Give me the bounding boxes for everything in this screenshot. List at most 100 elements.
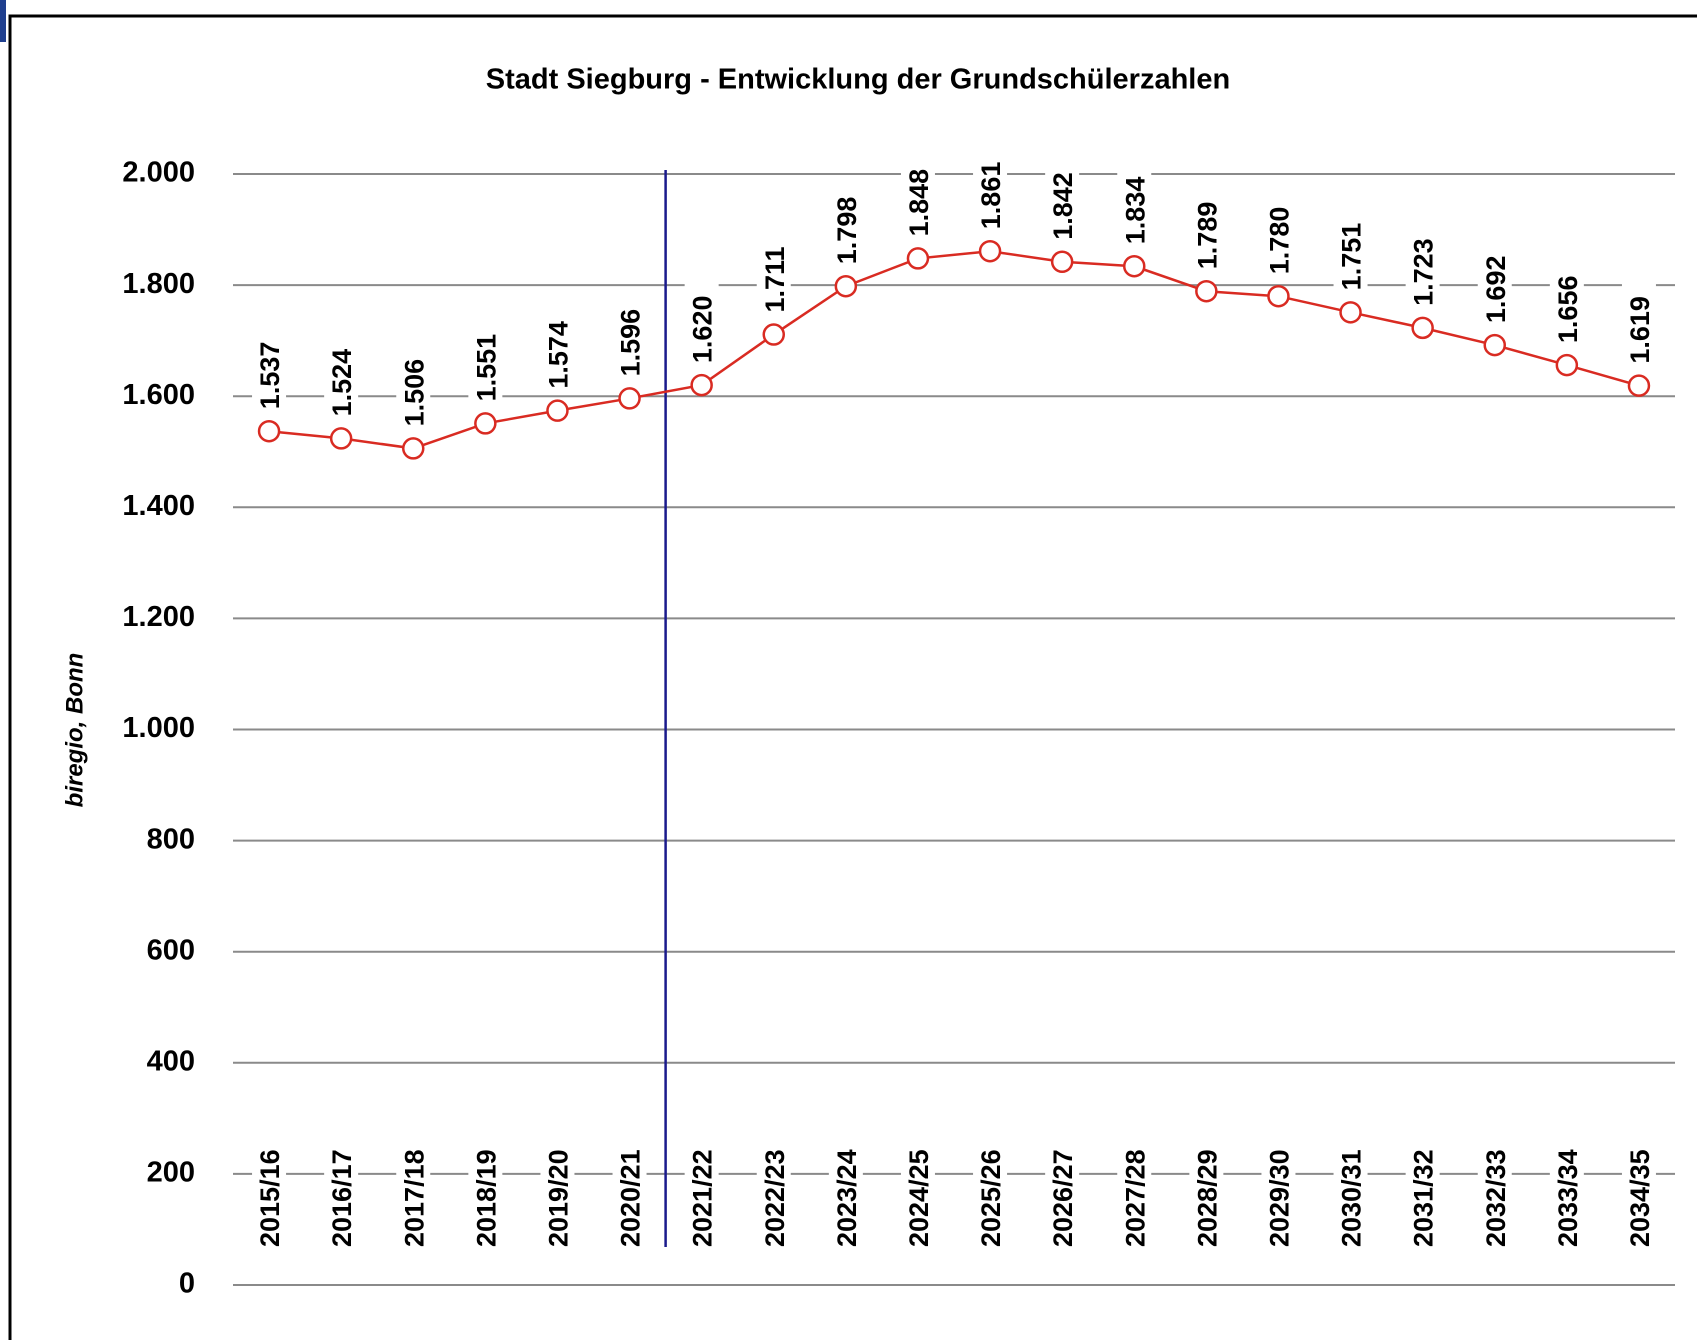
data-label: 1.620 [688, 296, 718, 364]
x-tick-label-bg [1477, 1125, 1512, 1247]
x-tick-label: 2019/20 [543, 1149, 573, 1247]
y-tick-label: 1.200 [122, 601, 195, 633]
data-label: 1.723 [1409, 238, 1439, 306]
chart-title: Stadt Siegburg - Entwicklung der Grundsc… [486, 64, 1230, 96]
y-tick-label: 200 [147, 1157, 195, 1189]
x-tick-label-bg [396, 1125, 431, 1247]
data-label-bg [828, 178, 863, 265]
x-tick-label-bg [1261, 1125, 1296, 1247]
data-label-bg [252, 323, 287, 410]
data-point [257, 419, 281, 443]
x-tick-label-bg [900, 1125, 935, 1247]
data-label-bg [1117, 158, 1152, 245]
x-tick-label: 2015/16 [255, 1149, 285, 1247]
data-label-bg [468, 315, 503, 402]
x-tick-label: 2026/27 [1048, 1149, 1078, 1247]
data-label-bg [1549, 257, 1584, 344]
x-tick-label-bg [756, 1125, 791, 1247]
x-tick-label-bg [324, 1125, 359, 1247]
data-label-bg [1333, 204, 1368, 291]
data-label: 1.596 [616, 309, 646, 377]
edge-marker [0, 0, 6, 42]
data-point [1339, 301, 1362, 324]
data-label: 1.711 [760, 246, 790, 312]
data-label-bg [540, 302, 575, 389]
x-tick-label: 2028/29 [1192, 1149, 1222, 1247]
data-label: 1.789 [1192, 202, 1222, 270]
x-tick-label-bg [1549, 1125, 1584, 1247]
y-tick-label: 0 [179, 1268, 195, 1300]
y-tick-label: 800 [147, 823, 195, 855]
data-label-bg [1405, 219, 1440, 306]
data-point [1627, 374, 1651, 397]
x-tick-label: 2022/23 [760, 1149, 790, 1247]
data-label-bg [1621, 277, 1656, 364]
x-tick-label: 2030/31 [1337, 1149, 1367, 1247]
x-tick-label: 2024/25 [904, 1149, 934, 1247]
data-point [474, 412, 497, 435]
series-line [268, 249, 1640, 450]
x-tick-label-bg [1189, 1125, 1224, 1247]
data-label-bg [1189, 183, 1224, 270]
y-tick-label: 400 [147, 1045, 195, 1077]
data-label: 1.842 [1048, 172, 1078, 240]
data-point [1411, 316, 1434, 340]
x-tick-label: 2021/22 [688, 1149, 718, 1247]
x-tick-label: 2027/28 [1120, 1149, 1150, 1247]
data-label: 1.798 [832, 197, 862, 265]
data-point [1483, 333, 1506, 357]
data-label: 1.656 [1553, 276, 1583, 344]
x-tick-label-bg [468, 1125, 503, 1247]
data-label: 1.861 [976, 162, 1006, 230]
data-point [1050, 250, 1074, 274]
data-point [978, 239, 1002, 263]
y-axis-label: biregio, Bonn [61, 653, 88, 808]
x-tick-label: 2023/24 [832, 1149, 862, 1247]
y-tick-label: 600 [147, 934, 195, 966]
x-tick-label: 2034/35 [1625, 1149, 1655, 1247]
x-tick-label: 2017/18 [399, 1149, 429, 1247]
x-tick-label-bg [1117, 1125, 1152, 1247]
data-label: 1.692 [1481, 256, 1511, 324]
data-label: 1.780 [1264, 207, 1294, 275]
x-tick-label: 2018/19 [471, 1149, 501, 1247]
data-label-bg [324, 330, 359, 417]
x-tick-label-bg [973, 1125, 1008, 1247]
x-tick-label-bg [684, 1125, 719, 1247]
data-label-bg [612, 290, 647, 377]
data-label-bg [396, 340, 431, 427]
data-label: 1.537 [255, 342, 285, 410]
data-label-bg [684, 277, 719, 364]
data-label: 1.834 [1120, 177, 1150, 245]
x-tick-label: 2029/30 [1264, 1149, 1294, 1247]
data-label: 1.551 [471, 334, 501, 402]
x-tick-label: 2025/26 [976, 1149, 1006, 1247]
x-tick-label-bg [828, 1125, 863, 1247]
x-tick-label-bg [252, 1125, 287, 1247]
data-label-bg [900, 150, 935, 237]
y-tick-label: 2.000 [122, 157, 195, 189]
x-tick-label-bg [1333, 1125, 1368, 1247]
x-tick-label: 2020/21 [616, 1149, 646, 1247]
data-point [546, 399, 569, 422]
data-point [329, 427, 353, 450]
data-label: 1.848 [904, 169, 934, 237]
x-tick-label: 2033/34 [1553, 1149, 1583, 1247]
y-tick-label: 1.400 [122, 490, 195, 522]
x-tick-label: 2031/32 [1409, 1149, 1439, 1247]
data-label-bg [1477, 237, 1512, 324]
x-tick-label-bg [612, 1125, 647, 1247]
data-point [402, 437, 425, 460]
x-tick-label-bg [1621, 1125, 1656, 1247]
y-tick-label: 1.600 [122, 379, 195, 411]
data-point [1267, 284, 1290, 308]
y-tick-label: 1.000 [122, 712, 195, 744]
x-tick-label: 2016/17 [327, 1149, 357, 1247]
data-label: 1.619 [1625, 296, 1655, 364]
data-label: 1.751 [1337, 223, 1367, 291]
data-point [618, 387, 641, 410]
x-tick-label-bg [1405, 1125, 1440, 1247]
data-point [1195, 279, 1218, 303]
data-label-bg [1261, 188, 1296, 275]
